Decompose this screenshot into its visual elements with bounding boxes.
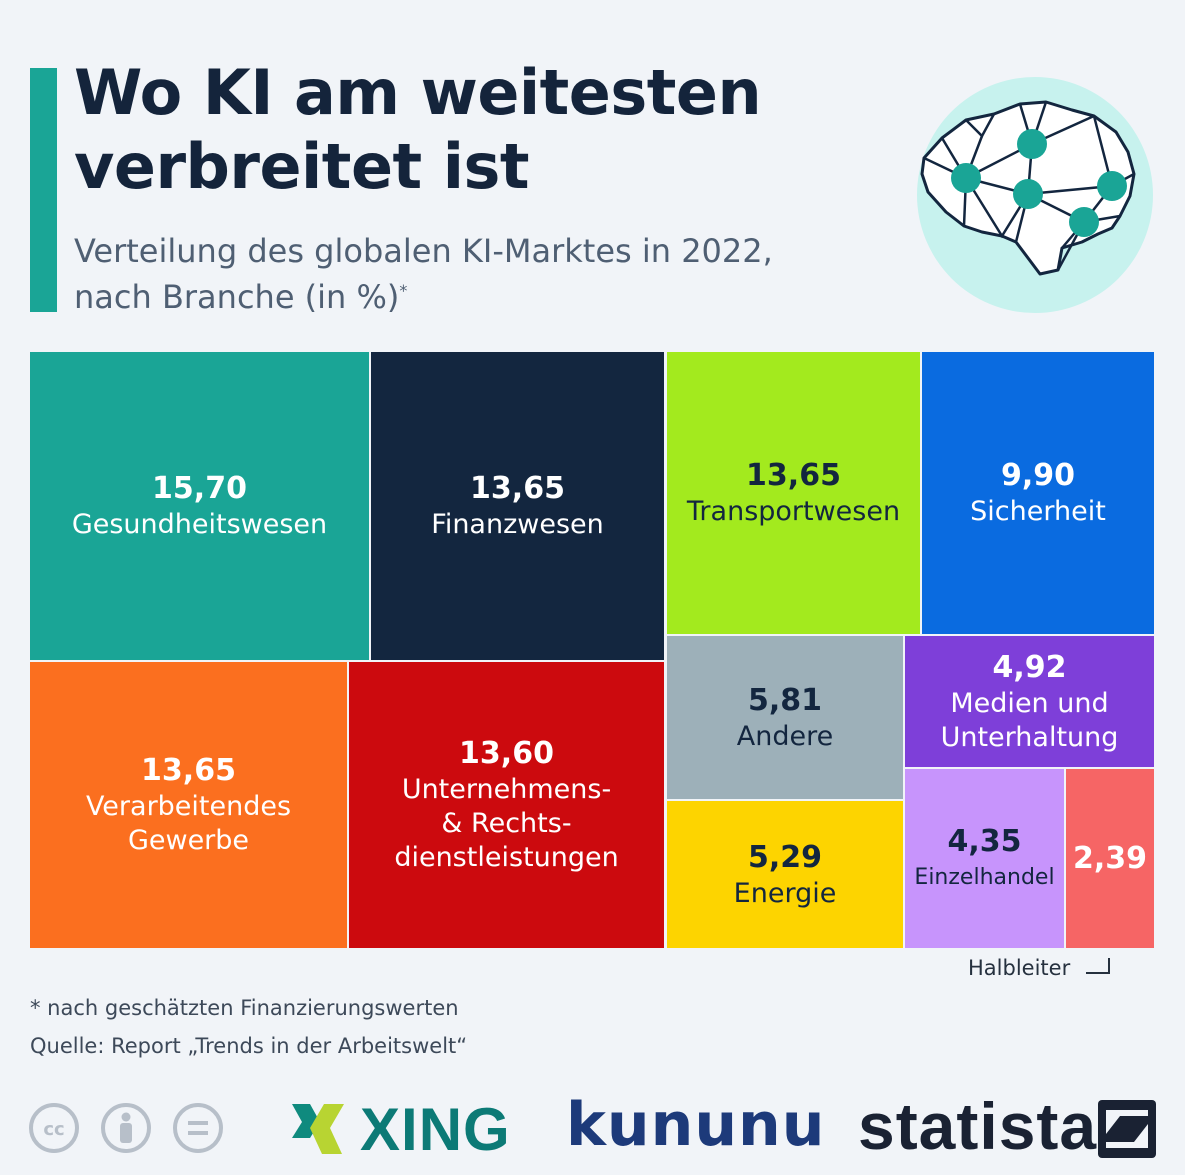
- tile-verarbeitendes-gewerbe: 13,65 Verarbeitendes Gewerbe: [30, 662, 347, 948]
- value-finanzwesen: 13,65: [470, 471, 565, 506]
- page-title: Wo KI am weitesten verbreitet ist: [74, 56, 834, 204]
- subtitle-line-2: nach Branche (in %): [74, 278, 400, 316]
- xing-wordmark: XING: [360, 1095, 511, 1163]
- value-unternehmensdienstleistungen: 13,60: [459, 736, 554, 771]
- by-icon: [101, 1103, 151, 1153]
- value-gesundheitswesen: 15,70: [152, 471, 247, 506]
- statista-logo: statista: [858, 1089, 1098, 1163]
- tile-sicherheit: 9,90 Sicherheit: [922, 352, 1154, 634]
- value-energie: 5,29: [747, 839, 823, 875]
- value-halbleiter: 2,39: [1072, 840, 1148, 876]
- label-einzelhandel: Einzelhandel: [914, 864, 1055, 890]
- tile-gesundheitswesen: 15,70 Gesundheitswesen: [30, 352, 369, 660]
- subtitle: Verteilung des globalen KI-Marktes in 20…: [74, 228, 894, 320]
- label-gesundheitswesen: Gesundheitswesen: [71, 509, 328, 540]
- label-andere: Andere: [736, 720, 834, 752]
- subtitle-footnote-marker: *: [399, 281, 408, 300]
- source: Quelle: Report „Trends in der Arbeitswel…: [30, 1034, 468, 1058]
- subtitle-line-1: Verteilung des globalen KI-Marktes in 20…: [74, 232, 773, 270]
- tile-andere: 5,81 Andere: [667, 636, 903, 799]
- xing-logo: XING: [288, 1095, 511, 1163]
- xing-mark-icon: [292, 1104, 344, 1154]
- tile-unternehmensdienstleistungen: 13,60 Unternehmens- & Rechts- dienstleis…: [349, 662, 664, 948]
- svg-text:cc: cc: [43, 1119, 64, 1140]
- tile-einzelhandel: 4,35 Einzelhandel: [905, 769, 1064, 948]
- value-einzelhandel: 4,35: [947, 823, 1022, 859]
- label-medien-unterhaltung: Medien und Unterhaltung: [940, 687, 1119, 753]
- footnote: * nach geschätzten Finanzierungswerten: [30, 996, 459, 1020]
- value-sicherheit: 9,90: [1000, 458, 1076, 493]
- statista-mark-icon: [1098, 1100, 1156, 1158]
- tile-transportwesen: 13,65 Transportwesen: [667, 352, 920, 634]
- accent-bar: [30, 68, 57, 312]
- nd-icon: [173, 1103, 223, 1153]
- tile-finanzwesen: 13,65 Finanzwesen: [371, 352, 664, 660]
- tile-halbleiter: 2,39: [1066, 769, 1154, 948]
- halbleiter-callout-label: Halbleiter: [968, 956, 1071, 980]
- label-verarbeitendes-gewerbe: Verarbeitendes Gewerbe: [85, 791, 292, 856]
- label-sicherheit: Sicherheit: [970, 496, 1106, 527]
- value-transportwesen: 13,65: [746, 458, 841, 493]
- cc-icon: cc: [29, 1103, 79, 1153]
- tile-energie: 5,29 Energie: [667, 801, 903, 948]
- value-andere: 5,81: [747, 682, 823, 718]
- value-verarbeitendes-gewerbe: 13,65: [141, 753, 236, 788]
- label-transportwesen: Transportwesen: [686, 496, 901, 527]
- tile-medien-unterhaltung: 4,92 Medien und Unterhaltung: [905, 636, 1154, 767]
- label-unternehmensdienstleistungen: Unternehmens- & Rechts- dienstleistungen: [394, 774, 619, 873]
- brain-network-icon: [917, 77, 1153, 313]
- label-finanzwesen: Finanzwesen: [431, 509, 604, 540]
- halbleiter-callout-line: [1086, 958, 1110, 974]
- license-icons: cc: [28, 1102, 238, 1158]
- title-line-2: verbreitet ist: [74, 130, 530, 203]
- kununu-logo: kununu: [566, 1090, 826, 1160]
- label-energie: Energie: [733, 877, 837, 909]
- title-line-1: Wo KI am weitesten: [74, 56, 762, 129]
- value-medien-unterhaltung: 4,92: [992, 649, 1067, 685]
